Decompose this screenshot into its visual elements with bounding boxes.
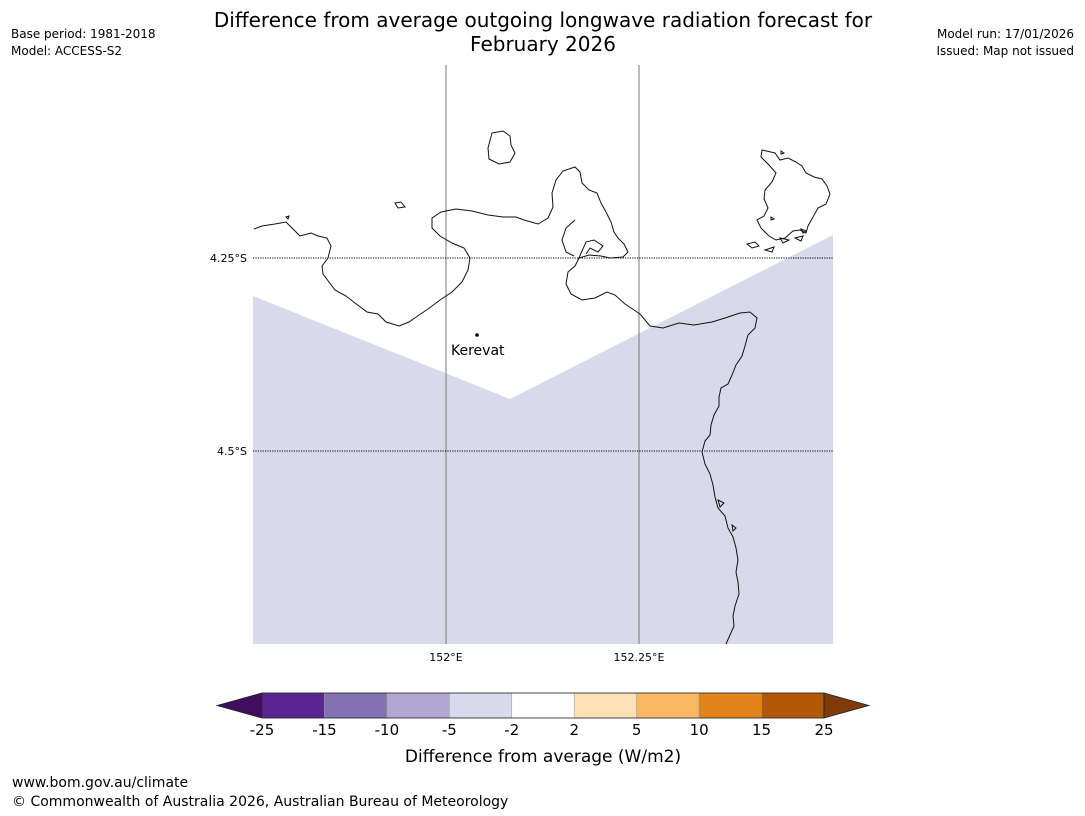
base-period-text: Base period: 1981-2018 xyxy=(11,27,156,41)
islet-east-4 xyxy=(793,235,804,242)
lat-label-4-5s: 4.5°S xyxy=(217,445,247,458)
legend-segment-2 xyxy=(324,692,388,719)
lon-label-152: 152°E xyxy=(429,651,462,664)
island-north xyxy=(487,130,516,165)
legend-tick-6: 2 xyxy=(569,721,579,739)
legend-tick-2: -15 xyxy=(312,721,337,739)
islet-east-1 xyxy=(745,241,760,249)
footer-url: www.bom.gov.au/climate xyxy=(12,775,189,791)
model-name-text: Model: ACCESS-S2 xyxy=(11,44,123,58)
anomaly-region xyxy=(253,235,833,644)
legend-ticks: -25 -15 -10 -5 -2 2 5 10 15 25 xyxy=(250,721,834,739)
kerevat-marker xyxy=(475,333,479,337)
legend-arrow-low xyxy=(215,692,263,719)
map-frame: Kerevat 4.25°S 4.5°S 152°E 152.25°E xyxy=(210,65,833,664)
legend-segment-7 xyxy=(636,692,700,719)
run-info: Model run: 17/01/2026 Issued: Map not is… xyxy=(936,26,1074,60)
footer-copyright: © Commonwealth of Australia 2026, Austra… xyxy=(12,794,509,810)
island-east-large xyxy=(756,149,831,241)
coastline-inlet xyxy=(561,219,576,257)
islet-small-west xyxy=(285,215,290,220)
legend-segment-1 xyxy=(261,692,325,719)
islet-west xyxy=(394,201,406,209)
issued-text: Issued: Map not issued xyxy=(936,44,1074,58)
islet-east-7 xyxy=(780,150,786,155)
legend-title: Difference from average (W/m2) xyxy=(405,747,681,767)
islet-coast-2 xyxy=(731,523,737,533)
model-run-text: Model run: 17/01/2026 xyxy=(936,27,1074,41)
legend-segment-4 xyxy=(449,692,513,719)
legend-segment-5 xyxy=(511,692,575,719)
legend-segments xyxy=(261,692,825,719)
legend-tick-4: -5 xyxy=(442,721,457,739)
legend-segment-6 xyxy=(573,692,637,719)
legend-tick-9: 15 xyxy=(752,721,771,739)
legend-tick-3: -10 xyxy=(375,721,400,739)
map-title-line-1: Difference from average outgoing longwav… xyxy=(213,8,873,32)
lat-label-4-25s: 4.25°S xyxy=(210,252,247,265)
islet-east-2 xyxy=(763,246,775,253)
legend-segment-8 xyxy=(698,692,762,719)
legend-tick-10: 25 xyxy=(814,721,833,739)
color-legend: -25 -15 -10 -5 -2 2 5 10 15 25 Differenc… xyxy=(215,692,871,767)
islet-east-6 xyxy=(770,216,776,221)
legend-outline xyxy=(261,692,825,719)
legend-tick-8: 10 xyxy=(690,721,709,739)
legend-tick-7: 5 xyxy=(632,721,642,739)
legend-segment-9 xyxy=(761,692,825,719)
legend-tick-1: -25 xyxy=(250,721,275,739)
islet-east-3 xyxy=(778,237,791,244)
legend-tick-5: -2 xyxy=(504,721,519,739)
islet-east-5 xyxy=(799,228,808,234)
legend-segment-3 xyxy=(386,692,450,719)
islet-coast-1 xyxy=(717,499,725,508)
coastline-cove xyxy=(577,239,604,261)
map-title-line-2: February 2026 xyxy=(470,32,616,56)
model-info: Base period: 1981-2018 Model: ACCESS-S2 xyxy=(11,26,156,60)
coastlines xyxy=(253,130,831,645)
coastline-main xyxy=(253,166,758,645)
legend-arrow-high xyxy=(823,692,871,719)
lon-label-152-25: 152.25°E xyxy=(614,651,665,664)
map-title: Difference from average outgoing longwav… xyxy=(143,8,943,56)
kerevat-label: Kerevat xyxy=(451,343,505,359)
